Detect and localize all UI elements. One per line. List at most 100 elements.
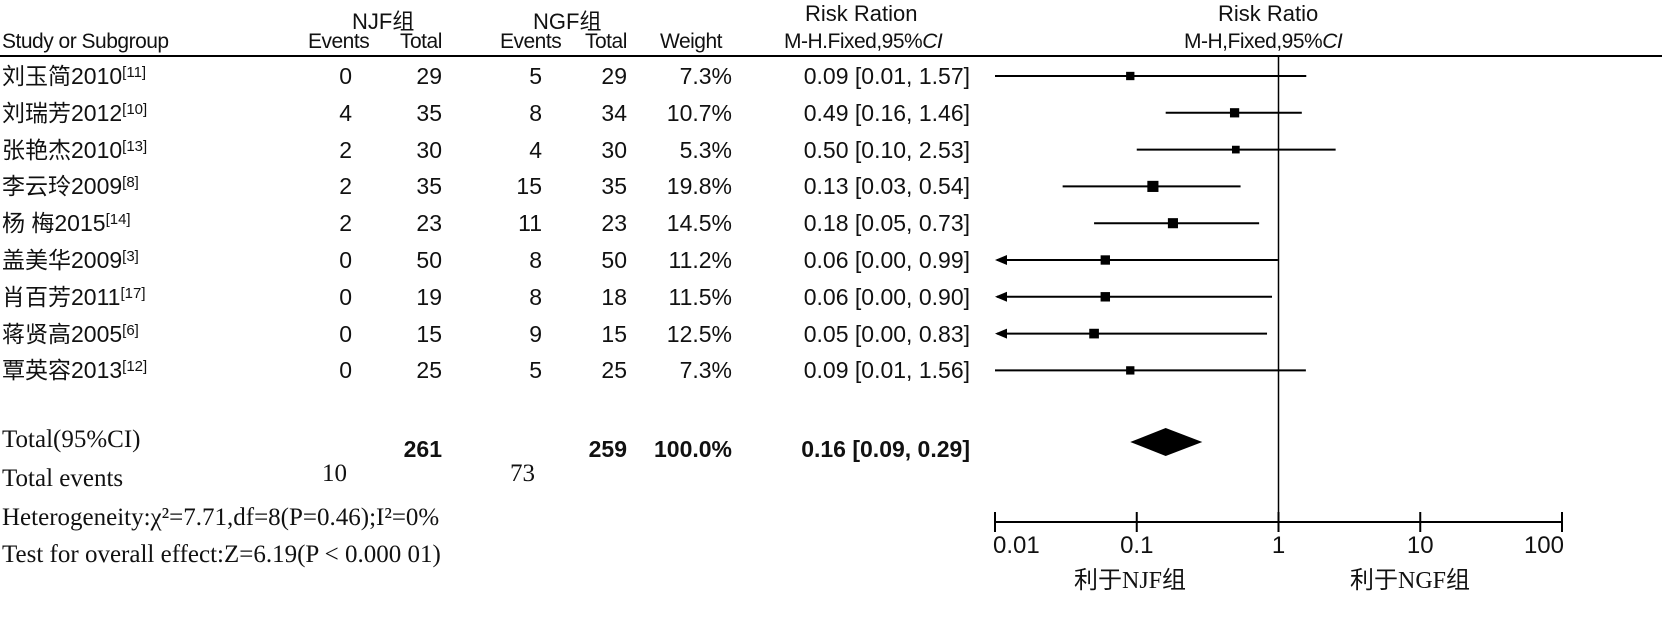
effect-marker (1147, 180, 1159, 192)
overall-effect-test: Test for overall effect:Z=6.19(P < 0.000… (2, 541, 441, 568)
effect-marker (1126, 71, 1135, 81)
table-row: 刘瑞芳2012[10] 4 35 8 34 10.7% 0.49 [0.16, … (0, 99, 1040, 135)
study-name: 刘玉简2010[11] (2, 62, 146, 90)
group1-header: NJF组 (352, 9, 415, 34)
weight-value: 12.5% (666, 320, 732, 347)
group1-total-header: Total (400, 30, 442, 53)
group2-total: 15 (601, 320, 627, 347)
effect-marker (1229, 108, 1240, 118)
group2-total-header: Total (585, 30, 627, 53)
group2-total: 30 (601, 136, 627, 163)
study-reference: [3] (122, 248, 139, 265)
weight-value: 19.8% (666, 173, 732, 200)
table-row: 蒋贤高2005[6] 0 15 9 15 12.5% 0.05 [0.00, 0… (0, 320, 1040, 356)
heterogeneity-stats: Heterogeneity:χ²=7.71,df=8(P=0.46);I²=0% (2, 504, 440, 531)
ci-arrow (995, 328, 1007, 339)
group1-total: 25 (416, 357, 442, 384)
group2-total: 18 (601, 283, 627, 310)
effect-marker (1100, 292, 1111, 302)
rr-column-method-text: M-H.Fixed,95% (784, 30, 923, 53)
study-name: 盖美华2009[3] (2, 246, 139, 274)
x-tick-label: 0.1 (1120, 532, 1153, 559)
group2-total: 29 (601, 63, 627, 89)
weight-value: 7.3% (679, 63, 732, 89)
risk-ratio-ci: 0.50 [0.10, 2.53] (803, 136, 970, 163)
group1-total: 35 (416, 173, 442, 200)
risk-ratio-ci: 0.09 [0.01, 1.56] (803, 357, 970, 384)
effect-marker (1231, 145, 1240, 154)
group1-events: 0 (339, 283, 352, 310)
study-name-text: 盖美华2009 (2, 247, 123, 273)
table-row: 李云玲2009[8] 2 35 15 35 19.8% 0.13 [0.03, … (0, 172, 1040, 208)
group1-total: 19 (416, 283, 442, 310)
ci-arrow (995, 255, 1007, 265)
table-row: 肖百芳2011[17] 0 19 8 18 11.5% 0.06 [0.00, … (0, 283, 1040, 319)
risk-ratio-ci: 0.49 [0.16, 1.46] (803, 99, 970, 126)
group1-total: 35 (416, 99, 442, 126)
effect-marker (1167, 218, 1178, 229)
group2-events-header: Events (500, 30, 562, 53)
group2-total: 35 (601, 173, 627, 200)
header-rule (0, 55, 1662, 57)
total-events-group1: 10 (322, 460, 347, 487)
group1-total: 30 (416, 136, 442, 163)
table-row: 盖美华2009[3] 0 50 8 50 11.2% 0.06 [0.00, 0… (0, 246, 1040, 282)
risk-ratio-ci: 0.13 [0.03, 0.54] (803, 173, 970, 200)
group1-events: 0 (339, 63, 352, 89)
study-name-text: 蒋贤高2005 (2, 320, 123, 347)
total-group2: 259 (588, 436, 627, 462)
rr-plot-title: Risk Ratio (1218, 1, 1319, 26)
table-row: 张艳杰2010[13] 2 30 4 30 5.3% 0.50 [0.10, 2… (0, 136, 1040, 172)
total-weight: 100.0% (653, 436, 732, 462)
table-row: 覃英容2013[12] 0 25 5 25 7.3% 0.09 [0.01, 1… (0, 356, 1040, 392)
study-name: 蒋贤高2005[6] (2, 320, 139, 348)
study-column-header: Study or Subgroup (2, 30, 169, 53)
favours-left-label: 利于NJF组 (1074, 567, 1186, 594)
effect-marker (1126, 366, 1135, 375)
rr-plot-ci: CI (1322, 30, 1343, 53)
study-name-text: 肖百芳2011 (2, 283, 121, 310)
study-name: 刘瑞芳2012[10] (2, 99, 147, 127)
ci-arrow (995, 291, 1007, 302)
group1-total: 50 (416, 247, 442, 273)
risk-ratio-ci: 0.18 [0.05, 0.73] (803, 210, 970, 237)
group1-events: 4 (339, 99, 352, 126)
rr-column-ci: CI (922, 30, 943, 53)
total-group1: 261 (403, 436, 442, 462)
x-tick-label: 100 (1524, 532, 1564, 559)
risk-ratio-ci: 0.09 [0.01, 1.57] (803, 63, 970, 89)
x-tick-label: 1 (1272, 532, 1285, 559)
study-reference: [13] (122, 137, 148, 155)
group1-events: 0 (339, 357, 352, 384)
group1-total: 15 (416, 320, 442, 347)
study-name-text: 李云玲2009 (2, 173, 123, 200)
study-name: 张艳杰2010[13] (2, 136, 147, 164)
rr-column-method: M-H.Fixed,95%CI (784, 30, 943, 54)
study-name-text: 张艳杰2010 (2, 136, 123, 163)
group2-total: 23 (601, 210, 627, 237)
group2-events: 11 (518, 210, 542, 237)
weight-value: 5.3% (679, 136, 732, 163)
rr-column-title: Risk Ration (805, 1, 918, 26)
study-reference: [14] (105, 211, 131, 229)
weight-value: 11.2% (668, 247, 732, 273)
group2-events: 15 (516, 173, 542, 200)
group1-events: 0 (339, 320, 352, 347)
study-name-text: 刘玉简2010 (2, 63, 123, 89)
study-reference: [17] (120, 284, 146, 302)
group1-events: 0 (339, 247, 352, 273)
table-row: 刘玉简2010[11] 0 29 5 29 7.3% 0.09 [0.01, 1… (0, 62, 1040, 98)
risk-ratio-ci: 0.06 [0.00, 0.99] (803, 247, 970, 273)
group1-total: 29 (416, 63, 442, 89)
study-name: 李云玲2009[8] (2, 172, 139, 200)
study-reference: [6] (122, 321, 139, 339)
effect-marker (1089, 328, 1099, 339)
group1-events: 2 (339, 173, 352, 200)
group2-events: 8 (529, 99, 542, 126)
study-reference: [11] (122, 64, 147, 81)
total-events-label: Total events (2, 465, 124, 492)
total-risk-ratio: 0.16 [0.09, 0.29] (801, 436, 970, 462)
risk-ratio-ci: 0.05 [0.00, 0.83] (803, 320, 970, 347)
weight-value: 10.7% (666, 99, 732, 126)
